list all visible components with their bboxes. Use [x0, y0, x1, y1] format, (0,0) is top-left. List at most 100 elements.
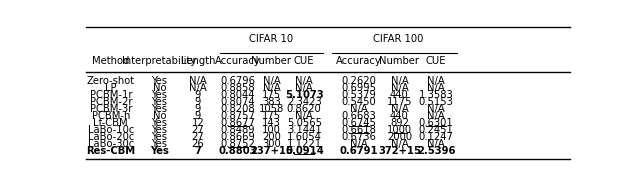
Text: 5.1073: 5.1073 — [285, 90, 323, 100]
Text: 0.8803: 0.8803 — [218, 147, 257, 157]
Text: 2.3423: 2.3423 — [287, 97, 321, 107]
Text: CIFAR 10: CIFAR 10 — [249, 34, 293, 44]
Text: N/A: N/A — [428, 76, 445, 86]
Text: 0.5153: 0.5153 — [419, 97, 454, 107]
Text: 372+15: 372+15 — [378, 147, 421, 157]
Text: N/A: N/A — [390, 104, 408, 114]
Text: 1.6054: 1.6054 — [287, 132, 322, 142]
Text: 100: 100 — [262, 125, 281, 135]
Text: 0.8044: 0.8044 — [220, 90, 255, 100]
Text: 0.6736: 0.6736 — [341, 132, 376, 142]
Text: Lf-CBM: Lf-CBM — [93, 118, 128, 128]
Text: Yes: Yes — [152, 90, 168, 100]
Text: Length: Length — [180, 56, 215, 66]
Text: 7: 7 — [195, 147, 202, 157]
Text: 0.6796: 0.6796 — [220, 76, 255, 86]
Text: 143: 143 — [262, 118, 281, 128]
Text: 0.6995: 0.6995 — [341, 83, 376, 93]
Text: 0.8489: 0.8489 — [220, 125, 255, 135]
Text: 5.0565: 5.0565 — [287, 118, 322, 128]
Text: Yes: Yes — [150, 147, 169, 157]
Text: 175: 175 — [262, 111, 281, 121]
Text: 27: 27 — [191, 132, 204, 142]
Text: 175: 175 — [262, 90, 281, 100]
Text: 0.8669: 0.8669 — [220, 132, 255, 142]
Text: PCBM-2r: PCBM-2r — [90, 97, 132, 107]
Text: 1000: 1000 — [387, 125, 412, 135]
Text: Yes: Yes — [152, 104, 168, 114]
Text: N/A: N/A — [428, 139, 445, 149]
Text: N/A: N/A — [428, 111, 445, 121]
Text: 0.8074: 0.8074 — [220, 97, 255, 107]
Text: Yes: Yes — [152, 118, 168, 128]
Text: LaBo-10c: LaBo-10c — [88, 125, 134, 135]
Text: 0.6745: 0.6745 — [341, 118, 376, 128]
Text: N/A: N/A — [390, 83, 408, 93]
Text: 9: 9 — [195, 90, 201, 100]
Text: Yes: Yes — [152, 97, 168, 107]
Text: 0.2451: 0.2451 — [419, 125, 454, 135]
Text: N/A: N/A — [390, 76, 408, 86]
Text: Accuracy: Accuracy — [215, 56, 260, 66]
Text: CUE: CUE — [426, 56, 446, 66]
Text: 0.5450: 0.5450 — [341, 97, 376, 107]
Text: N/A: N/A — [295, 76, 313, 86]
Text: N/A: N/A — [428, 104, 445, 114]
Text: LP: LP — [105, 83, 116, 93]
Text: Yes: Yes — [152, 139, 168, 149]
Text: 300: 300 — [262, 139, 281, 149]
Text: 237+10: 237+10 — [250, 147, 293, 157]
Text: No: No — [152, 111, 166, 121]
Text: 0.8677: 0.8677 — [220, 118, 255, 128]
Text: N/A: N/A — [350, 139, 367, 149]
Text: LaBo-20c: LaBo-20c — [88, 132, 134, 142]
Text: N/A: N/A — [262, 83, 280, 93]
Text: Zero-shot: Zero-shot — [86, 76, 135, 86]
Text: 9: 9 — [195, 104, 201, 114]
Text: Res-CBM: Res-CBM — [86, 147, 135, 157]
Text: LaBo-30c: LaBo-30c — [88, 139, 134, 149]
Text: 26: 26 — [191, 139, 204, 149]
Text: Method: Method — [92, 56, 129, 66]
Text: N/A: N/A — [350, 104, 367, 114]
Text: 440: 440 — [390, 90, 409, 100]
Text: 1.1221: 1.1221 — [287, 139, 322, 149]
Text: Interpretability: Interpretability — [122, 56, 196, 66]
Text: 1175: 1175 — [387, 97, 412, 107]
Text: 0.2620: 0.2620 — [341, 76, 376, 86]
Text: N/A: N/A — [390, 139, 408, 149]
Text: 9: 9 — [195, 111, 201, 121]
Text: PCBM-h: PCBM-h — [92, 111, 130, 121]
Text: 440: 440 — [390, 111, 409, 121]
Text: 0.8757: 0.8757 — [220, 111, 255, 121]
Text: 892: 892 — [390, 118, 409, 128]
Text: PCBM-1r: PCBM-1r — [90, 90, 132, 100]
Text: 2.5396: 2.5396 — [417, 147, 456, 157]
Text: Yes: Yes — [152, 76, 168, 86]
Text: 383: 383 — [262, 97, 281, 107]
Text: N/A: N/A — [262, 76, 280, 86]
Text: 0.8208: 0.8208 — [220, 104, 255, 114]
Text: CIFAR 100: CIFAR 100 — [372, 34, 423, 44]
Text: 0.5379: 0.5379 — [341, 90, 376, 100]
Text: 0.8752: 0.8752 — [220, 139, 255, 149]
Text: Accuracy: Accuracy — [336, 56, 381, 66]
Text: N/A: N/A — [189, 76, 207, 86]
Text: 9: 9 — [195, 97, 201, 107]
Text: Yes: Yes — [152, 125, 168, 135]
Text: 12: 12 — [191, 118, 204, 128]
Text: 0.6683: 0.6683 — [341, 111, 376, 121]
Text: 27: 27 — [191, 125, 204, 135]
Text: N/A: N/A — [189, 83, 207, 93]
Text: 0.8858: 0.8858 — [220, 83, 255, 93]
Text: Number: Number — [252, 56, 291, 66]
Text: N/A: N/A — [428, 83, 445, 93]
Text: N/A: N/A — [295, 111, 313, 121]
Text: 0.8620: 0.8620 — [287, 104, 321, 114]
Text: 2000: 2000 — [387, 132, 412, 142]
Text: 0.6791: 0.6791 — [339, 147, 378, 157]
Text: 5.0914: 5.0914 — [285, 147, 324, 157]
Text: Number: Number — [380, 56, 419, 66]
Text: 3.1441: 3.1441 — [287, 125, 321, 135]
Text: CUE: CUE — [294, 56, 314, 66]
